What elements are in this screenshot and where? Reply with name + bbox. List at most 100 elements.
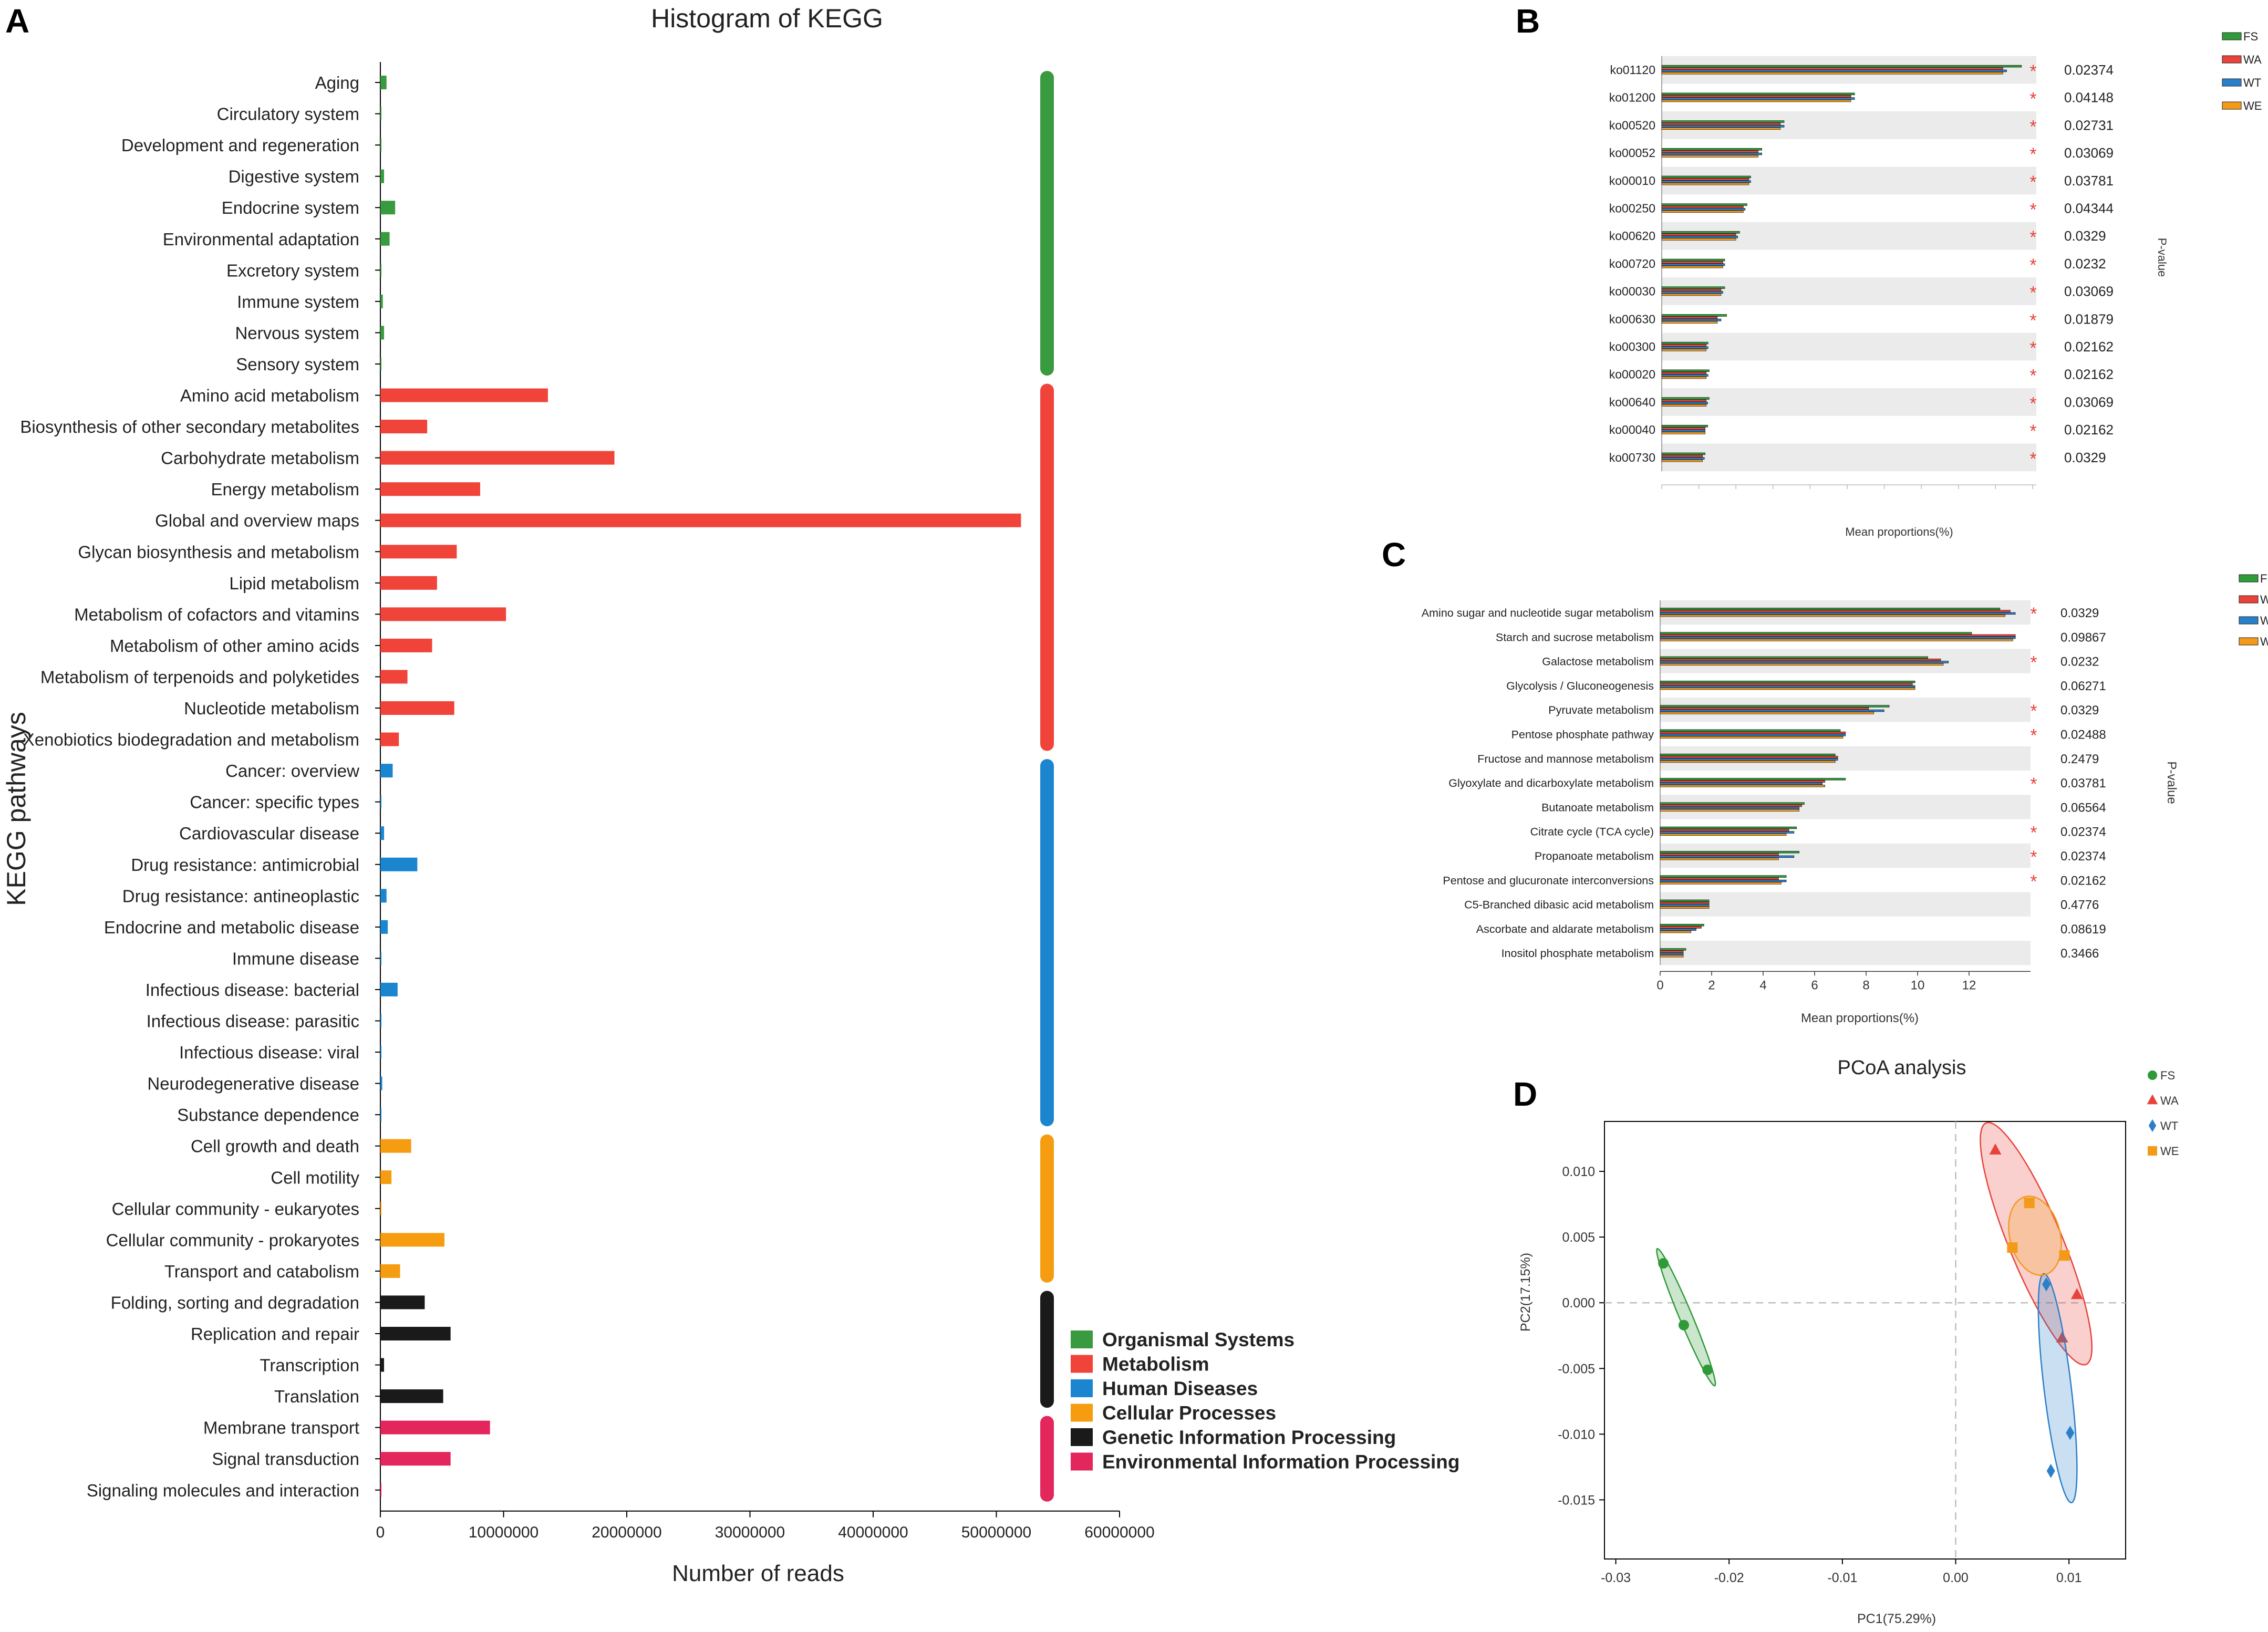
panel-c-bar-we <box>1660 882 1782 885</box>
panel-b-bar-fs <box>1661 424 1708 428</box>
panel-b-bar-wt <box>1661 152 1762 155</box>
panel-d-point-we <box>2024 1198 2035 1209</box>
panel-b-category-label: ko00620 <box>1609 229 1655 243</box>
panel-c-significance-star: * <box>2030 604 2037 624</box>
panel-letter-d: D <box>1513 1075 1537 1113</box>
panel-a-bar <box>380 76 387 89</box>
panel-a-bar <box>380 1233 444 1247</box>
panel-b-bar-wt <box>1661 429 1705 432</box>
panel-a-category-label: Xenobiotics biodegradation and metabolis… <box>23 730 359 750</box>
panel-a-x-tick-label: 50000000 <box>961 1524 1031 1541</box>
panel-c-bar-wa <box>1660 780 1825 783</box>
panel-b-category-label: ko00520 <box>1609 118 1655 132</box>
panel-a-category-bracket <box>1040 759 1054 1127</box>
panel-a-bar <box>380 1295 425 1309</box>
panel-a-category-label: Drug resistance: antineoplastic <box>122 886 359 906</box>
panel-c-x-tick-label: 8 <box>1862 978 1869 992</box>
panel-a-legend-label: Human Diseases <box>1102 1378 1258 1399</box>
panel-c-bar-wt <box>1660 636 2016 639</box>
panel-c-bar-wa <box>1660 707 1869 710</box>
panel-a-bar <box>380 1045 381 1059</box>
panel-b-bar-wa <box>1661 233 1736 236</box>
panel-a-legend-label: Organismal Systems <box>1102 1329 1294 1350</box>
panel-b-category-label: ko00720 <box>1609 257 1655 271</box>
panel-d-point-we <box>2007 1242 2018 1253</box>
panel-b-bar-we <box>1661 99 1851 102</box>
panel-b-bar-wa <box>1661 122 1781 126</box>
panel-d-legend-label: WE <box>2160 1145 2179 1158</box>
panel-c-bar-we <box>1660 833 1787 836</box>
panel-b-bar-wa <box>1661 205 1744 209</box>
panel-a-bar <box>380 1076 382 1090</box>
panel-a-category-label: Folding, sorting and degradation <box>111 1293 359 1312</box>
panel-a-bar <box>380 1389 443 1404</box>
panel-d-point-wa <box>1989 1144 2002 1155</box>
panel-b-p-value: 0.04148 <box>2064 90 2114 106</box>
panel-c-p-value: 0.06564 <box>2060 801 2106 815</box>
panel-b-bar-wt <box>1661 208 1746 211</box>
panel-a-bar <box>380 294 383 308</box>
panel-a-category-label: Aging <box>315 73 359 92</box>
panel-b-bar-we <box>1661 182 1749 185</box>
panel-b-significance-star: * <box>2029 200 2036 220</box>
panel-a-category-label: Lipid metabolism <box>229 574 359 593</box>
panel-c-legend-label: WA <box>2260 593 2268 606</box>
panel-c-bar-wa <box>1660 829 1789 831</box>
panel-a-bar <box>380 513 1021 527</box>
panel-a-bar <box>380 1452 451 1466</box>
panel-a-category-label: Cellular community - prokaryotes <box>106 1230 359 1250</box>
panel-d-legend-marker <box>2148 1146 2157 1156</box>
panel-b-bar-wa <box>1661 344 1707 347</box>
panel-c-bar-fs <box>1660 656 1928 659</box>
panel-c-bar-fs <box>1660 608 2001 610</box>
panel-b-bar-fs <box>1661 369 1710 372</box>
panel-a-category-label: Global and overview maps <box>155 511 359 531</box>
panel-a-bar <box>380 451 615 465</box>
panel-a-bar <box>380 420 428 434</box>
panel-b-bar-wa <box>1661 67 2003 70</box>
panel-b-bar-wa <box>1661 455 1703 458</box>
panel-b-legend-swatch <box>2222 78 2242 87</box>
panel-c-category-label: C5-Branched dibasic acid metabolism <box>1464 899 1654 911</box>
panel-c-category-label: Amino sugar and nucleotide sugar metabol… <box>1422 607 1654 619</box>
panel-d-ellipse-we <box>2008 1196 2062 1276</box>
panel-a-bar <box>380 764 393 778</box>
panel-a-category-label: Nervous system <box>235 323 359 342</box>
panel-b-significance-star: * <box>2029 89 2036 109</box>
panel-b-p-value: 0.02162 <box>2064 422 2114 438</box>
panel-b-category-label: ko01200 <box>1609 91 1655 105</box>
panel-b-bar-wa <box>1661 371 1707 375</box>
panel-a-category-label: Cellular community - eukaryotes <box>112 1199 359 1219</box>
panel-c-bar-we <box>1660 955 1684 958</box>
panel-c-p-value: 0.08619 <box>2060 922 2106 937</box>
panel-b-pvalue-label: P-value <box>2156 238 2169 277</box>
panel-b-bar-we <box>1661 459 1703 462</box>
panel-c-p-value: 0.0232 <box>2060 655 2099 669</box>
panel-c-x-tick-label: 10 <box>1911 978 1925 992</box>
panel-b-bar-fs <box>1661 286 1725 289</box>
panel-b-bar-wt <box>1661 346 1708 349</box>
panel-d-point-wt <box>2066 1426 2075 1440</box>
panel-b-category-label: ko01120 <box>1610 63 1655 77</box>
panel-a-bar <box>380 607 506 621</box>
panel-a-bar <box>380 138 381 152</box>
panel-d-point-fs <box>1702 1364 1713 1375</box>
panel-c-bar-wt <box>1660 904 1710 907</box>
panel-c-category-label: Glycolysis / Gluconeogenesis <box>1506 680 1654 692</box>
panel-b-significance-star: * <box>2029 393 2036 413</box>
panel-a-x-tick-label: 20000000 <box>592 1524 661 1541</box>
panel-c-significance-star: * <box>2030 847 2037 867</box>
panel-b-significance-star: * <box>2029 283 2036 303</box>
panel-a-x-tick-label: 40000000 <box>838 1524 908 1541</box>
panel-a-category-bracket <box>1040 1134 1054 1283</box>
panel-letter-c: C <box>1382 536 1406 574</box>
panel-b-bar-wt <box>1661 291 1723 294</box>
panel-c-category-label: Butanoate metabolism <box>1541 801 1654 814</box>
panel-b-significance-star: * <box>2029 310 2036 330</box>
panel-b-bar-wt <box>1661 97 1855 100</box>
panel-d-point-wa <box>2070 1288 2083 1300</box>
panel-a-x-tick-label: 0 <box>376 1524 385 1541</box>
panel-b-bar-we <box>1661 155 1758 158</box>
panel-b-significance-star: * <box>2029 255 2036 275</box>
panel-c-bar-wt <box>1660 782 1823 785</box>
